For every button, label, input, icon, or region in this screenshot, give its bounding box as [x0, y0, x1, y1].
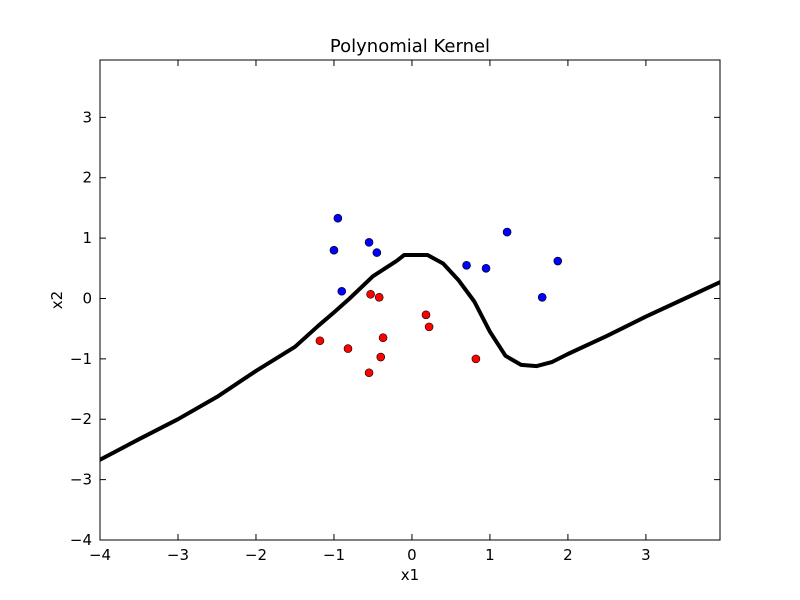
x-tick-label: −2 [245, 546, 267, 564]
class-a-point [537, 292, 547, 302]
class-a-point [553, 256, 563, 266]
y-tick-label: −1 [70, 350, 92, 368]
x-tick-label: 3 [641, 546, 651, 564]
y-tick-label: 3 [82, 108, 92, 126]
x-tick-label: −3 [167, 546, 189, 564]
class-b-point [376, 352, 386, 362]
x-tick-label: 0 [407, 546, 417, 564]
class-a-point [462, 260, 471, 270]
y-tick-label: 0 [82, 289, 92, 307]
x-tick-label: −1 [323, 546, 345, 564]
class-a-point [364, 238, 374, 247]
y-axis-label: x2 [48, 291, 66, 309]
y-tick-label: −3 [70, 471, 92, 489]
decision-boundary-line [100, 253, 720, 462]
x-tick-label: 2 [563, 546, 573, 564]
class-b-point [424, 322, 434, 332]
class-b-point [471, 354, 481, 364]
class-a-point [502, 227, 512, 237]
class-b-point [421, 310, 431, 320]
x-axis-label: x1 [401, 566, 419, 584]
class-b-point [364, 368, 374, 378]
x-tick-label: −4 [89, 546, 111, 564]
class-b-point [343, 344, 353, 353]
x-tick-label: 1 [485, 546, 495, 564]
y-tick-label: 1 [82, 229, 92, 247]
y-tick-label: 2 [82, 169, 92, 187]
class-a-point [333, 213, 343, 223]
class-b-point [366, 289, 375, 299]
class-b-point [315, 336, 325, 346]
class-a-point [337, 286, 347, 296]
class-b-point [374, 292, 384, 302]
plot-area: −4 −3 −2 −1 0 1 2 3 −4 −3 −2 −1 0 1 2 3 [70, 59, 721, 564]
y-tick-label: −2 [70, 410, 92, 428]
chart-title: Polynomial Kernel [330, 36, 490, 57]
y-tick-label: −4 [70, 531, 92, 549]
plot-frame [99, 59, 721, 541]
class-a-point [329, 245, 339, 255]
class-b-point [378, 333, 388, 343]
class-a-point [372, 248, 382, 257]
class-a-point [481, 264, 491, 273]
